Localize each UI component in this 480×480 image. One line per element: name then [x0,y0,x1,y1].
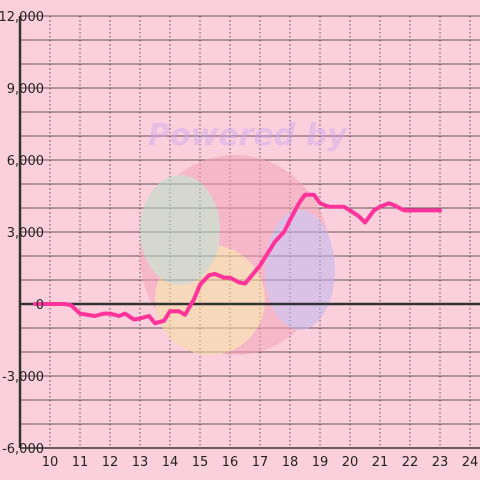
y-tick-label: 12,000 [0,10,44,25]
x-tick-label: 12 [102,455,119,470]
y-tick-label: 0 [36,298,44,313]
x-tick-label: 20 [342,455,359,470]
y-tick-label: -3,000 [2,370,44,385]
watermark-glow-shape-3 [265,210,335,330]
x-tick-label: 19 [312,455,329,470]
watermark-text: Powered by [148,118,348,153]
watermark-glow-shape-2 [140,175,220,285]
x-tick-label: 10 [42,455,59,470]
series-line [33,192,442,326]
x-tick-label: 11 [72,455,89,470]
series-layer [33,192,442,326]
y-tick-label: 9,000 [7,82,44,97]
axes [18,16,480,449]
y-tick-label: -6,000 [2,442,44,457]
x-tick-label: 21 [372,455,389,470]
x-tick-label: 18 [282,455,299,470]
y-tick-label: 6,000 [7,154,44,169]
y-tick-label: 3,000 [7,226,44,241]
x-tick-label: 22 [402,455,419,470]
x-tick-label: 14 [162,455,179,470]
x-tick-label: 13 [132,455,149,470]
x-tick-label: 16 [222,455,239,470]
watermark-logo: Powered by [140,118,348,355]
x-tick-label: 17 [252,455,269,470]
x-tick-label: 15 [192,455,209,470]
x-tick-label: 23 [432,455,449,470]
x-tick-label: 24 [462,455,479,470]
